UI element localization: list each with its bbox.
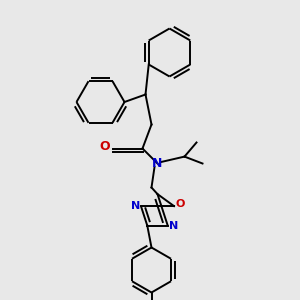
Text: O: O [100,140,110,154]
Text: N: N [131,200,140,211]
Text: O: O [176,199,185,209]
Text: N: N [169,221,178,231]
Text: N: N [152,157,163,170]
